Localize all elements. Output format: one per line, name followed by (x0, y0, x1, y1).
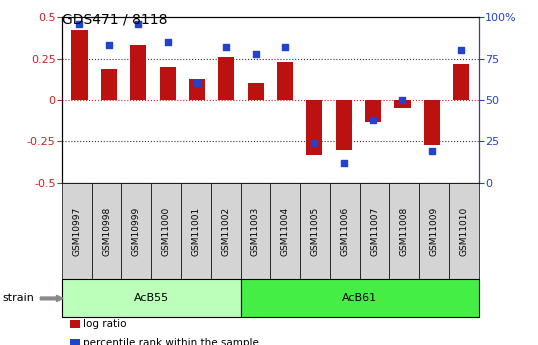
Text: GSM11009: GSM11009 (430, 207, 438, 256)
Bar (306, 100, 322, 155)
Text: GSM11008: GSM11008 (400, 207, 409, 256)
Point (163, 39, 172, 45)
Bar (72, 30, 88, 100)
Point (339, 160, 348, 166)
Bar (365, 100, 381, 121)
Text: GSM11000: GSM11000 (161, 207, 171, 256)
Text: log ratio: log ratio (83, 319, 127, 329)
Text: GSM11007: GSM11007 (370, 207, 379, 256)
Text: GSM11001: GSM11001 (192, 207, 200, 256)
Text: GSM11010: GSM11010 (459, 207, 469, 256)
Text: strain: strain (3, 294, 34, 303)
Point (75, 21, 84, 27)
Point (251, 51, 260, 57)
Point (428, 149, 436, 154)
Bar (336, 100, 352, 150)
Text: percentile rank within the sample: percentile rank within the sample (83, 338, 259, 345)
Text: GSM11005: GSM11005 (310, 207, 320, 256)
Text: GSM10998: GSM10998 (102, 207, 111, 256)
Text: GSM11003: GSM11003 (251, 207, 260, 256)
Text: GSM11002: GSM11002 (221, 207, 230, 256)
Bar (247, 83, 264, 100)
Point (457, 48, 465, 53)
Bar (424, 100, 440, 145)
Point (222, 44, 231, 50)
Text: AcB55: AcB55 (133, 294, 169, 303)
Point (134, 21, 143, 27)
Bar (189, 79, 205, 100)
Text: GSM11004: GSM11004 (281, 207, 290, 256)
Point (281, 44, 289, 50)
Text: GDS471 / 8118: GDS471 / 8118 (62, 12, 167, 26)
Bar (394, 100, 410, 108)
Point (369, 117, 378, 123)
Point (104, 43, 113, 48)
Text: AcB61: AcB61 (342, 294, 377, 303)
Bar (218, 57, 235, 100)
Point (398, 97, 407, 103)
Bar (453, 63, 469, 100)
Bar (101, 69, 117, 100)
Text: GSM10997: GSM10997 (72, 207, 81, 256)
Bar (159, 67, 175, 100)
Point (193, 81, 201, 86)
Text: GSM11006: GSM11006 (341, 207, 349, 256)
Point (310, 140, 318, 146)
Bar (130, 46, 146, 100)
Text: GSM10999: GSM10999 (132, 207, 141, 256)
Bar (277, 62, 293, 100)
